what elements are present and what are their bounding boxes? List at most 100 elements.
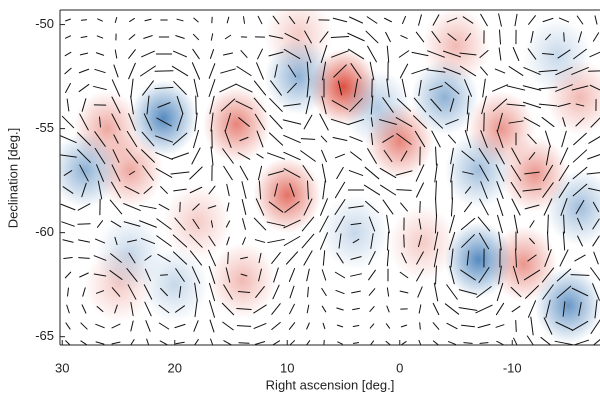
polarization-vector	[236, 307, 252, 311]
polarization-vector	[543, 198, 553, 216]
polarization-vector	[283, 219, 301, 229]
polarization-vector	[322, 250, 326, 266]
polarization-vector	[498, 47, 502, 61]
polarization-vector	[400, 202, 408, 212]
polarization-vector	[140, 237, 156, 245]
polarization-vector	[126, 130, 138, 148]
polarization-vector	[401, 78, 407, 98]
polarization-vector	[283, 236, 301, 246]
polarization-vector	[126, 268, 138, 282]
polarization-vector	[480, 130, 488, 148]
polarization-vector	[80, 19, 88, 21]
polarization-vector	[210, 33, 214, 41]
polarization-vector	[208, 185, 216, 195]
polarization-vector	[330, 118, 350, 126]
polarization-vector	[571, 67, 589, 75]
polarization-vector	[320, 198, 328, 216]
polarization-vector	[449, 265, 455, 285]
polarization-vector	[477, 323, 491, 329]
polarization-vector	[172, 50, 188, 58]
polarization-vector	[555, 66, 573, 76]
polarization-vector	[577, 31, 583, 43]
polarization-vector	[496, 181, 504, 199]
polarization-vector	[464, 79, 472, 97]
polarization-vector	[322, 180, 326, 200]
polarization-vector	[448, 134, 456, 144]
polarization-vector	[547, 214, 549, 234]
polarization-vector	[418, 304, 422, 314]
polarization-vector	[515, 248, 517, 268]
polarization-vector	[399, 271, 409, 279]
polarization-vector	[78, 68, 90, 74]
polarization-vector	[129, 17, 135, 23]
polarization-vector	[321, 61, 327, 81]
polarization-vector	[418, 14, 422, 26]
polarization-vector	[558, 164, 570, 182]
polarization-vector	[545, 299, 551, 319]
polarization-vector	[146, 338, 150, 345]
polarization-vector	[368, 251, 376, 265]
polarization-vector	[495, 324, 505, 328]
polarization-vector	[402, 15, 406, 25]
polarization-vector	[349, 136, 363, 142]
polarization-vector	[77, 149, 91, 163]
polarization-vector	[173, 188, 187, 192]
polarization-vector	[352, 325, 360, 327]
polarization-vector	[155, 168, 173, 178]
polarization-vector	[590, 319, 600, 335]
polarization-vector	[321, 269, 327, 281]
polarization-vector	[336, 166, 344, 180]
polarization-vector	[268, 51, 284, 57]
polarization-vector	[174, 323, 186, 329]
polarization-vector	[462, 16, 474, 24]
polarization-vector	[125, 148, 139, 164]
polarization-vector	[128, 252, 136, 264]
polarization-vector	[563, 32, 565, 42]
polarization-vector	[110, 220, 122, 228]
polarization-vector	[268, 201, 284, 213]
polarization-vector	[222, 52, 234, 56]
polarization-vector	[175, 35, 185, 39]
polarization-vector	[530, 316, 534, 336]
polarization-vector	[302, 165, 314, 181]
polarization-vector	[207, 249, 217, 267]
polarization-vector	[399, 63, 409, 79]
polarization-vector	[303, 114, 313, 130]
polarization-vector	[556, 285, 572, 299]
polarization-vector	[543, 317, 553, 335]
polarization-vector	[192, 48, 200, 60]
polarization-vector	[191, 147, 201, 165]
polarization-vector	[590, 117, 600, 128]
polarization-vector	[348, 205, 364, 209]
polarization-vector	[283, 134, 301, 144]
polarization-vector	[433, 282, 439, 302]
polarization-vector	[450, 147, 454, 165]
polarization-vector	[365, 30, 379, 44]
polarization-vector	[592, 218, 600, 230]
polarization-vector	[110, 253, 122, 263]
polarization-vector	[143, 186, 153, 194]
polarization-vector	[396, 133, 412, 145]
polarization-vector	[571, 287, 589, 297]
polarization-vector	[156, 218, 172, 230]
polarization-vector	[369, 306, 375, 312]
polarization-vector	[400, 150, 408, 162]
polarization-vector	[594, 299, 598, 319]
polarization-vector	[400, 324, 408, 328]
polarization-vector	[256, 62, 264, 80]
polarization-vector	[395, 117, 413, 127]
polarization-vector	[383, 149, 393, 163]
polarization-vector	[449, 98, 455, 112]
polarization-vector	[304, 30, 312, 44]
polarization-vector	[93, 273, 107, 277]
polarization-vector	[444, 303, 460, 315]
polarization-vector	[386, 305, 390, 313]
blob	[343, 69, 412, 146]
polarization-vector	[494, 68, 506, 74]
polarization-vector	[499, 29, 501, 45]
polarization-vector	[111, 164, 121, 182]
polarization-vector	[396, 98, 412, 112]
polarization-vector	[194, 300, 198, 318]
polarization-vector	[496, 282, 504, 302]
polarization-vector	[492, 98, 508, 112]
